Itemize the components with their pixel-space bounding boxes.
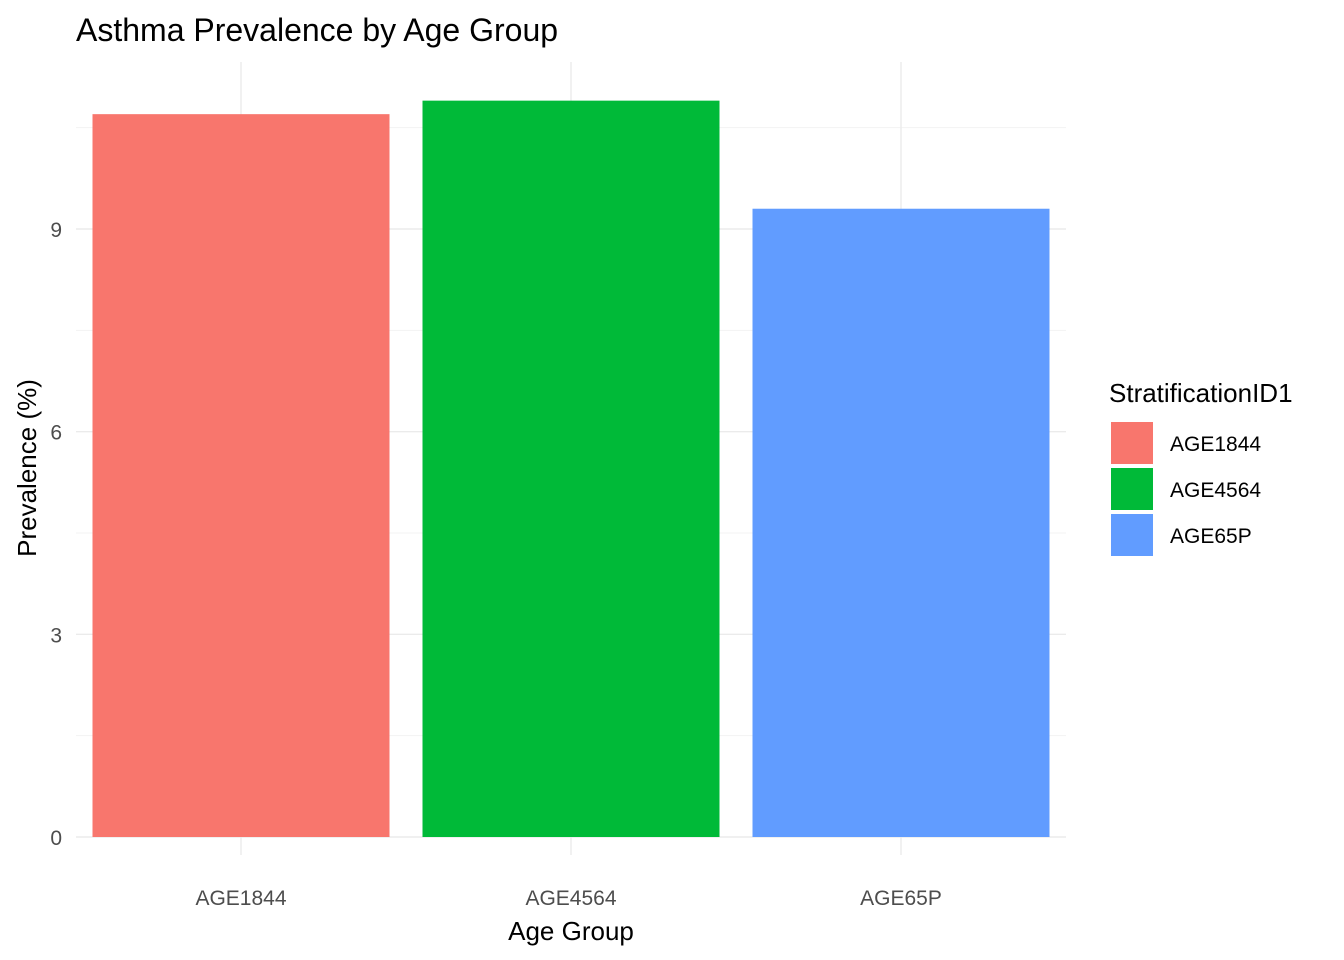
legend-key-age4564 — [1111, 468, 1153, 510]
y-tick-label: 3 — [50, 624, 62, 647]
legend-key-age1844 — [1111, 422, 1153, 464]
bars — [92, 100, 1050, 837]
legend-label: AGE65P — [1170, 525, 1252, 548]
x-axis-title: Age Group — [508, 916, 634, 946]
y-tick-label: 0 — [50, 827, 62, 850]
legend: StratificationID1 AGE1844 AGE4564 AGE65P — [1109, 378, 1293, 556]
y-axis-title: Prevalence (%) — [12, 379, 42, 557]
x-tick-label: AGE65P — [860, 887, 942, 910]
legend-label: AGE4564 — [1170, 479, 1261, 502]
bar-age65p — [752, 208, 1050, 837]
x-tick-label: AGE4564 — [525, 887, 616, 910]
x-tick-label: AGE1844 — [195, 887, 286, 910]
y-axis-ticks: 0 3 6 9 — [50, 219, 62, 850]
x-axis-ticks: AGE1844 AGE4564 AGE65P — [195, 887, 941, 910]
legend-label: AGE1844 — [1170, 433, 1261, 456]
y-tick-label: 6 — [50, 422, 62, 445]
bar-age4564 — [422, 100, 720, 837]
chart-title: Asthma Prevalence by Age Group — [76, 12, 558, 48]
legend-title: StratificationID1 — [1109, 378, 1293, 408]
y-tick-label: 9 — [50, 219, 62, 242]
bar-age1844 — [92, 114, 390, 837]
legend-key-age65p — [1111, 514, 1153, 556]
